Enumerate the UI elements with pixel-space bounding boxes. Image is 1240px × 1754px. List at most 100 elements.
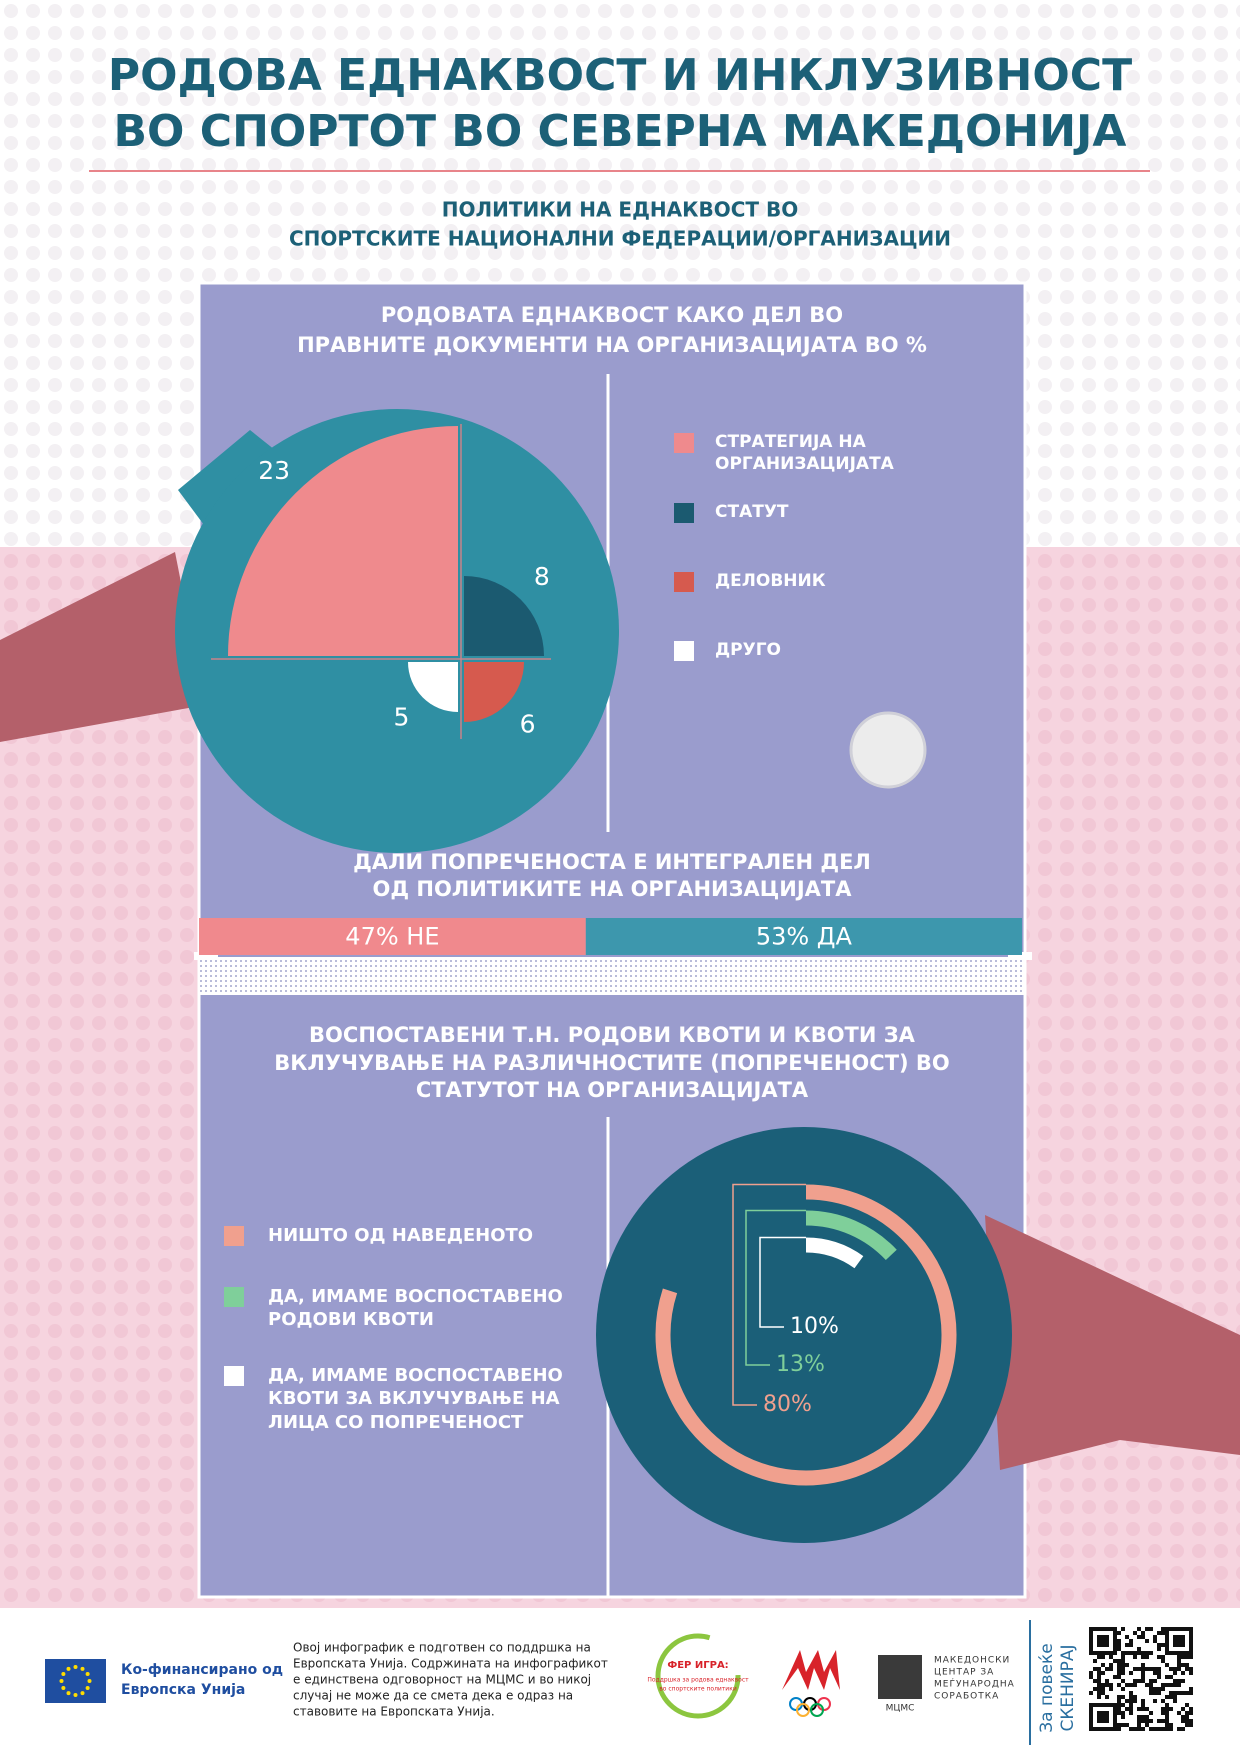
qr-module: [1117, 1711, 1121, 1715]
qr-module: [1089, 1723, 1093, 1727]
qr-module: [1121, 1679, 1125, 1683]
qr-module: [1109, 1703, 1113, 1707]
qr-module: [1141, 1699, 1145, 1703]
qr-module: [1133, 1667, 1137, 1671]
qr-module: [1113, 1703, 1117, 1707]
qr-module: [1101, 1651, 1105, 1655]
qr-module: [1181, 1707, 1185, 1711]
qr-module: [1125, 1635, 1129, 1639]
eu-star: [66, 1691, 71, 1696]
qr-module: [1117, 1703, 1121, 1707]
qr-module: [1121, 1695, 1125, 1699]
qr-module: [1125, 1707, 1129, 1711]
qr-module: [1117, 1699, 1121, 1703]
qr-module: [1109, 1663, 1113, 1667]
radial-bar: [655, 1184, 957, 1486]
fairplay-title: ФЕР ИГРА:: [667, 1660, 728, 1671]
qr-module: [1117, 1675, 1121, 1679]
qr-module: [1185, 1711, 1189, 1715]
qr-module: [1145, 1639, 1149, 1643]
qr-module: [1185, 1703, 1189, 1707]
qr-module: [1133, 1651, 1137, 1655]
qr-module: [1093, 1679, 1097, 1683]
qr-module: [1161, 1707, 1165, 1711]
qr-module: [1153, 1687, 1157, 1691]
qr-module: [1157, 1687, 1161, 1691]
chart-title: ОД ПОЛИТИКИТЕ НА ОРГАНИЗАЦИЈАТА: [373, 877, 853, 901]
qr-module: [1141, 1667, 1145, 1671]
cofunded-text: Европска Унија: [121, 1682, 245, 1698]
radial-bar: [805, 1237, 864, 1269]
qr-module: [1173, 1679, 1177, 1683]
qr-module: [1101, 1683, 1105, 1687]
qr-module: [1149, 1651, 1153, 1655]
mcms-name-line: СОРАБОТКА: [934, 1692, 999, 1702]
qr-module: [1105, 1711, 1109, 1715]
qr-module: [1121, 1715, 1125, 1719]
qr-module: [1089, 1651, 1093, 1655]
value-label: 23: [258, 456, 290, 485]
qr-module: [1149, 1687, 1153, 1691]
value-label: 13%: [776, 1352, 825, 1377]
qr-module: [1189, 1635, 1193, 1639]
qr-module: [1189, 1707, 1193, 1711]
qr-module: [1169, 1627, 1173, 1631]
qr-module: [1157, 1667, 1161, 1671]
qr-module: [1097, 1675, 1101, 1679]
legend-label: ДРУГО: [715, 640, 781, 660]
qr-module: [1141, 1703, 1145, 1707]
qr-module: [1177, 1635, 1181, 1639]
qr-module: [1137, 1719, 1141, 1723]
qr-module: [1177, 1639, 1181, 1643]
qr-module: [1185, 1651, 1189, 1655]
qr-module: [1153, 1691, 1157, 1695]
qr-module: [1097, 1695, 1101, 1699]
eu-star: [61, 1686, 66, 1690]
qr-module: [1133, 1679, 1137, 1683]
paddle-handle: [0, 552, 205, 742]
qr-module: [1101, 1671, 1105, 1675]
qr-module: [1105, 1683, 1109, 1687]
qr-module: [1113, 1707, 1117, 1711]
cofunded-text: Ко-финансирано од: [121, 1662, 283, 1678]
qr-module: [1161, 1631, 1165, 1635]
qr-module: [1109, 1627, 1113, 1631]
qr-module: [1165, 1695, 1169, 1699]
qr-module: [1161, 1687, 1165, 1691]
qr-module: [1113, 1675, 1117, 1679]
qr-module: [1169, 1667, 1173, 1671]
qr-module: [1177, 1683, 1181, 1687]
qr-module: [1101, 1727, 1105, 1731]
qr-module: [1109, 1683, 1113, 1687]
disclaimer-line: е единствена одговорност на МЦМС и во ни…: [293, 1673, 591, 1687]
qr-module: [1189, 1711, 1193, 1715]
disclaimer-line: Европската Унија. Содржината на инфограф…: [293, 1657, 608, 1671]
qr-module: [1113, 1727, 1117, 1731]
qr-module: [1157, 1727, 1161, 1731]
qr-module: [1169, 1675, 1173, 1679]
olympic-rings: [789, 1697, 831, 1717]
qr-module: [1149, 1683, 1153, 1687]
qr-module: [1169, 1695, 1173, 1699]
legend-swatch: [224, 1366, 244, 1386]
qr-module: [1181, 1663, 1185, 1667]
qr-module: [1117, 1631, 1121, 1635]
qr-module: [1117, 1643, 1121, 1647]
qr-module: [1141, 1719, 1145, 1723]
qr-module: [1101, 1639, 1105, 1643]
qr-module: [1093, 1727, 1097, 1731]
qr-module: [1181, 1627, 1185, 1631]
qr-module: [1117, 1647, 1121, 1651]
qr-module: [1097, 1719, 1101, 1723]
qr-module: [1189, 1671, 1193, 1675]
bar-segment: [585, 918, 1022, 955]
qr-module: [1089, 1707, 1093, 1711]
disclaimer: Овој инфографик е подготвен со поддршка …: [293, 1641, 608, 1719]
fairplay-logo: [655, 1633, 741, 1719]
qr-module: [1117, 1695, 1121, 1699]
qr-module: [1089, 1715, 1093, 1719]
qr-module: [1101, 1711, 1105, 1715]
qr-module: [1113, 1659, 1117, 1663]
footer-background: [0, 1608, 1240, 1754]
mcms-name-line: МЕЃУНАРОДНА: [934, 1678, 1015, 1690]
